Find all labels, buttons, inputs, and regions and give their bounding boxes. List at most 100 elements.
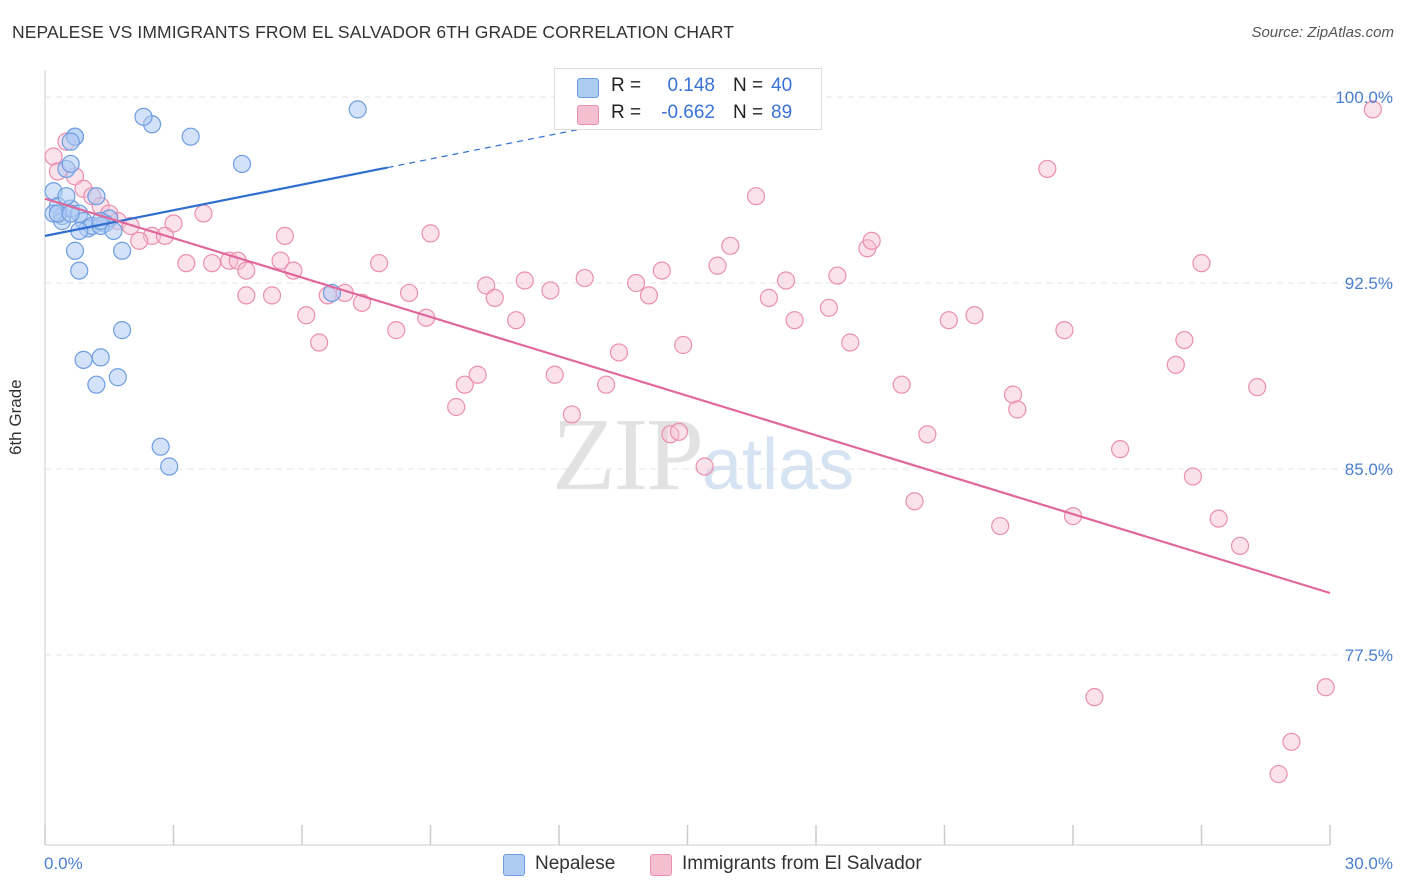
el-salvador-point: [1008, 400, 1027, 419]
nepalese-point: [181, 127, 200, 146]
el-salvador-point: [1363, 100, 1382, 119]
el-salvador-point: [262, 286, 282, 305]
nepalese-point: [74, 350, 93, 369]
nepalese-point: [108, 368, 127, 387]
el-salvador-trend-line: [44, 197, 1331, 595]
nepalese-point: [348, 100, 367, 119]
el-salvador-point: [1175, 330, 1194, 350]
el-salvador-point: [776, 271, 796, 290]
y-tick-label: 77.5%: [1345, 646, 1393, 665]
el-salvador-point: [1183, 467, 1203, 486]
chart-title: NEPALESE VS IMMIGRANTS FROM EL SALVADOR …: [12, 22, 735, 42]
legend-swatch-nepalese: [503, 854, 525, 876]
el-salvador-point: [1055, 321, 1074, 340]
el-salvador-point: [477, 276, 496, 295]
el-salvador-point: [1192, 254, 1211, 273]
el-salvador-point: [562, 405, 581, 424]
chart-source: Source: ZipAtlas.com: [1251, 24, 1394, 41]
x-tick-labels: 0.0% 30.0%: [44, 854, 1393, 873]
stats-n-value: 89: [771, 102, 793, 123]
el-salvador-point: [1085, 688, 1104, 707]
el-salvador-point: [202, 254, 222, 273]
el-salvador-point: [708, 256, 727, 275]
el-salvador-point: [609, 343, 629, 362]
el-salvador-point: [352, 293, 372, 312]
el-salvador-point: [399, 283, 419, 303]
el-salvador-point: [892, 375, 911, 394]
legend-label-nepalese: Nepalese: [535, 853, 616, 874]
legend-swatch-el-salvador: [650, 854, 672, 876]
stats-n-label: N =: [733, 75, 764, 96]
stats-n-label: N =: [733, 102, 764, 123]
el-salvador-point: [545, 365, 564, 384]
el-salvador-point: [597, 375, 616, 394]
el-salvador-point: [310, 333, 329, 352]
stats-swatch-nepalese: [577, 78, 599, 98]
stats-box: R = 0.148 N = 40 R = -0.662 N = 89: [554, 68, 822, 130]
x-tick-label: 0.0%: [44, 854, 83, 873]
el-salvador-point: [1316, 678, 1335, 697]
el-salvador-point: [695, 457, 714, 476]
series-nepalese-points: [44, 100, 367, 476]
nepalese-point: [151, 437, 170, 456]
el-salvador-point: [271, 251, 290, 270]
nepalese-point: [61, 154, 80, 174]
el-salvador-point: [515, 271, 534, 290]
el-salvador-point: [44, 147, 63, 166]
nepalese-point: [61, 204, 80, 223]
el-salvador-point: [905, 492, 924, 511]
el-salvador-point: [626, 273, 646, 293]
el-salvador-point: [939, 311, 958, 330]
el-salvador-point: [130, 231, 149, 250]
el-salvador-point: [785, 311, 804, 330]
el-salvador-point: [669, 422, 689, 441]
el-salvador-point: [721, 236, 740, 255]
el-salvador-point: [1230, 536, 1250, 555]
nepalese-point: [57, 187, 76, 206]
legend: Nepalese Immigrants from El Salvador: [0, 850, 1406, 880]
nepalese-point: [232, 154, 252, 174]
nepalese-point: [87, 375, 106, 394]
nepalese-point: [91, 348, 110, 367]
el-salvador-point: [1111, 440, 1130, 459]
el-salvador-point: [746, 187, 766, 206]
el-salvador-point: [1038, 159, 1057, 179]
el-salvador-point: [862, 231, 881, 250]
el-salvador-point: [828, 266, 847, 285]
el-salvador-point: [1003, 385, 1023, 404]
nepalese-point: [112, 321, 132, 340]
el-salvador-point: [370, 254, 389, 273]
nepalese-point: [70, 261, 89, 280]
stats-r-label: R =: [611, 75, 642, 96]
el-salvador-point: [275, 226, 294, 245]
el-salvador-point: [297, 306, 316, 325]
el-salvador-point: [918, 425, 937, 444]
grid-lines: [45, 96, 1395, 656]
el-salvador-point: [991, 516, 1010, 536]
el-salvador-point: [194, 204, 213, 223]
nepalese-point: [160, 457, 179, 476]
el-salvador-point: [507, 311, 526, 330]
el-salvador-point: [1269, 764, 1288, 784]
nepalese-point: [61, 132, 80, 151]
y-tick-label: 85.0%: [1345, 460, 1393, 479]
y-tick-label: 100.0%: [1335, 88, 1393, 107]
el-salvador-point: [674, 335, 693, 355]
el-salvador-point: [841, 333, 860, 352]
el-salvador-point: [237, 286, 256, 305]
el-salvador-point: [468, 365, 487, 384]
series-el-salvador-points: [44, 100, 1382, 784]
watermark-zip: ZIP: [552, 397, 704, 512]
el-salvador-point: [1282, 732, 1301, 751]
stats-r-label: R =: [611, 102, 642, 123]
y-axis-label: 6th Grade: [6, 379, 25, 455]
el-salvador-point: [819, 298, 838, 317]
stats-swatch-el-salvador: [577, 105, 599, 125]
x-tick-label: 30.0%: [1345, 854, 1393, 873]
axes: [44, 70, 1331, 846]
y-tick-label: 92.5%: [1345, 274, 1393, 293]
el-salvador-point: [237, 261, 256, 280]
el-salvador-point: [965, 306, 984, 325]
el-salvador-point: [1166, 355, 1185, 374]
nepalese-point: [112, 241, 132, 260]
